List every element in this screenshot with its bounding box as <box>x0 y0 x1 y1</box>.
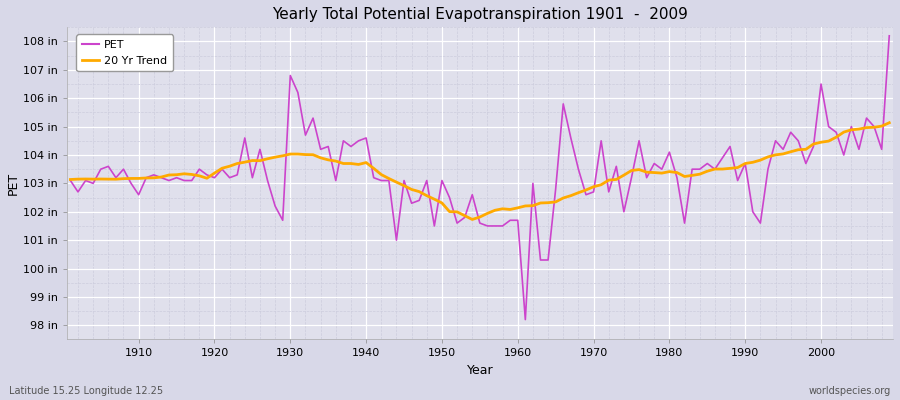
Text: Latitude 15.25 Longitude 12.25: Latitude 15.25 Longitude 12.25 <box>9 386 163 396</box>
Text: worldspecies.org: worldspecies.org <box>809 386 891 396</box>
Legend: PET, 20 Yr Trend: PET, 20 Yr Trend <box>76 34 173 71</box>
Title: Yearly Total Potential Evapotranspiration 1901  -  2009: Yearly Total Potential Evapotranspiratio… <box>272 7 688 22</box>
Y-axis label: PET: PET <box>7 172 20 195</box>
X-axis label: Year: Year <box>466 364 493 377</box>
